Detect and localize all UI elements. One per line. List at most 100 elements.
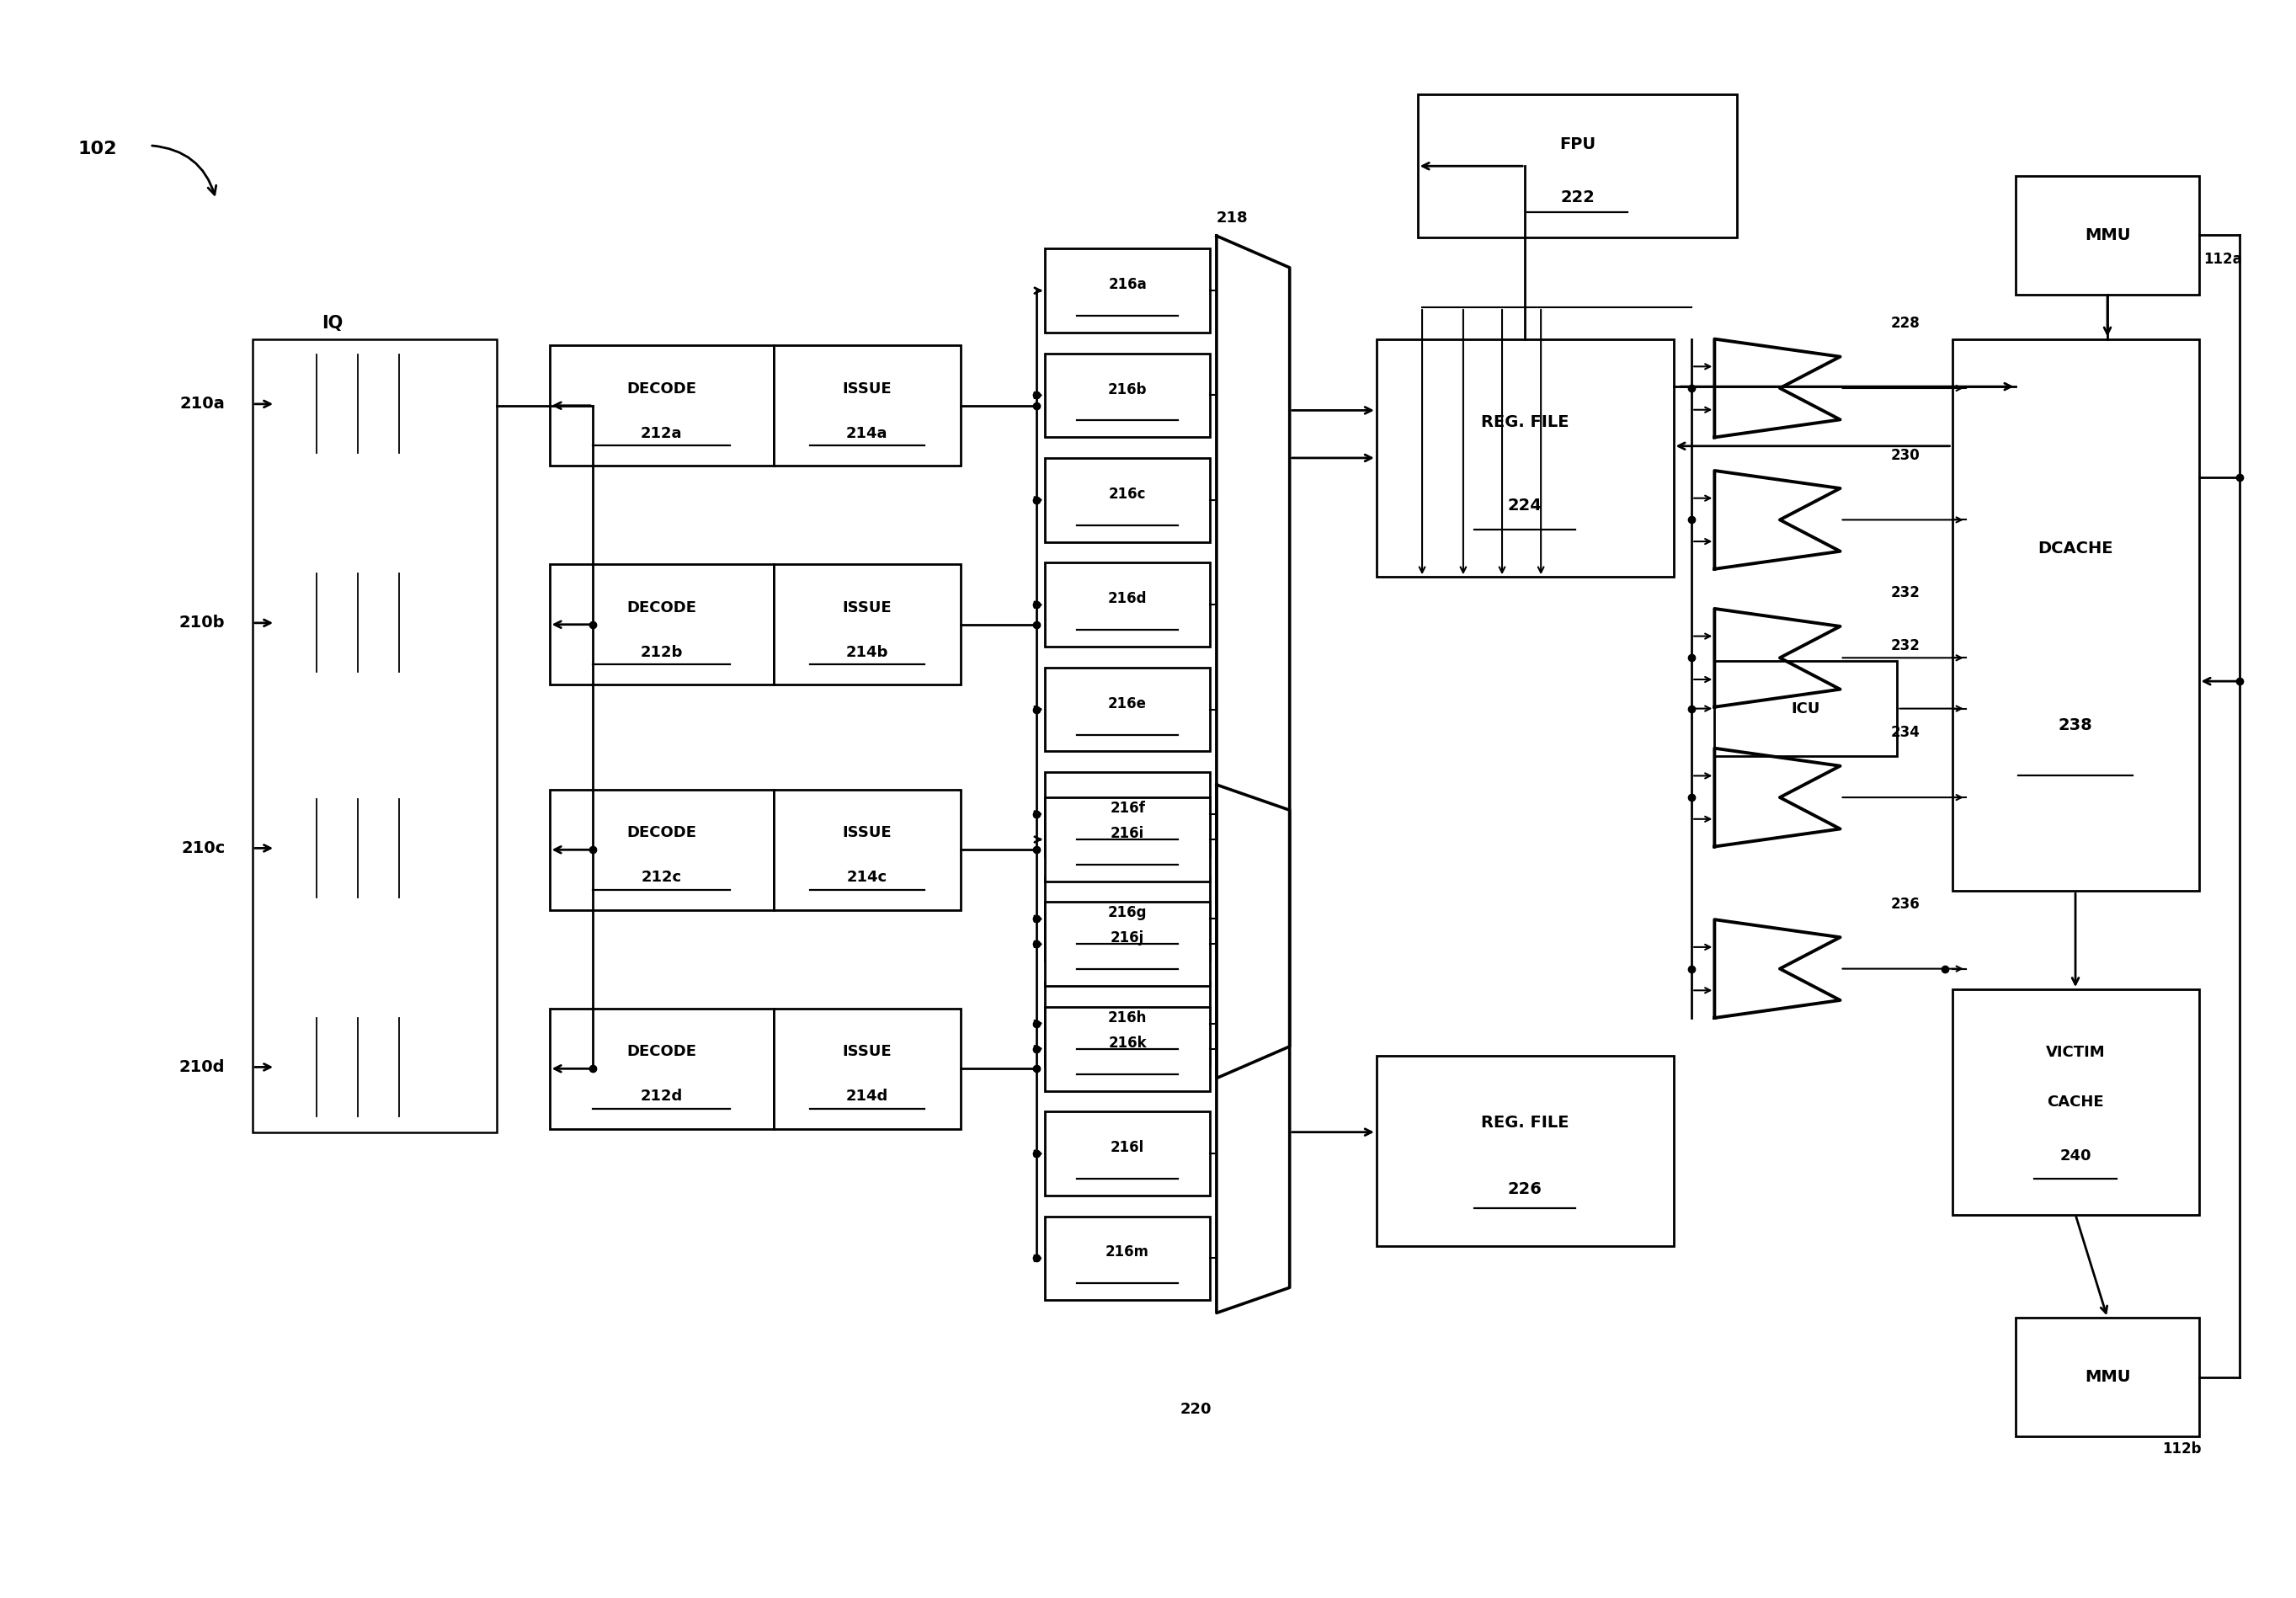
Text: 216l: 216l <box>1111 1139 1143 1155</box>
Bar <box>253 339 496 1131</box>
Text: 216g: 216g <box>1109 906 1148 920</box>
Text: 112a: 112a <box>2204 252 2241 267</box>
Bar <box>1045 249 1210 332</box>
Bar <box>1045 353 1210 438</box>
Text: 216b: 216b <box>1109 382 1148 396</box>
Text: 240: 240 <box>2060 1149 2092 1163</box>
Bar <box>1952 989 2200 1214</box>
Text: 218: 218 <box>1217 211 1249 225</box>
Text: MMU: MMU <box>2085 1369 2131 1385</box>
Text: 210d: 210d <box>179 1059 225 1075</box>
Bar <box>1045 668 1210 751</box>
Text: 238: 238 <box>2057 718 2092 733</box>
Text: 226: 226 <box>1508 1181 1543 1197</box>
Bar <box>2016 176 2200 294</box>
Bar <box>774 345 960 467</box>
Bar <box>1045 903 1210 986</box>
Text: 216a: 216a <box>1109 276 1146 292</box>
Polygon shape <box>1217 785 1290 1314</box>
Bar <box>1045 1112 1210 1195</box>
Text: 216m: 216m <box>1107 1245 1150 1259</box>
Bar <box>1045 1007 1210 1091</box>
Text: ISSUE: ISSUE <box>843 825 891 841</box>
Text: 216d: 216d <box>1109 591 1148 606</box>
Bar <box>1715 662 1896 756</box>
Text: REG. FILE: REG. FILE <box>1481 414 1568 430</box>
Text: 212a: 212a <box>641 425 682 441</box>
Text: 216c: 216c <box>1109 486 1146 502</box>
Text: 228: 228 <box>1890 316 1919 331</box>
Text: 214c: 214c <box>847 869 886 885</box>
Bar <box>1417 94 1738 238</box>
Bar <box>774 789 960 909</box>
Text: 210a: 210a <box>179 396 225 412</box>
Polygon shape <box>1715 339 1839 438</box>
Text: 232: 232 <box>1890 638 1919 654</box>
Text: REG. FILE: REG. FILE <box>1481 1115 1568 1131</box>
Bar <box>1045 797 1210 882</box>
Bar <box>1045 562 1210 647</box>
Text: 112b: 112b <box>2163 1441 2202 1457</box>
Text: 236: 236 <box>1890 896 1919 911</box>
Bar <box>1045 772 1210 857</box>
Text: 216i: 216i <box>1111 826 1143 841</box>
Text: ISSUE: ISSUE <box>843 1043 891 1059</box>
Text: 214d: 214d <box>845 1088 889 1104</box>
Text: 216j: 216j <box>1111 930 1143 946</box>
Text: 216e: 216e <box>1109 695 1146 711</box>
Polygon shape <box>1715 919 1839 1018</box>
Bar <box>2016 1318 2200 1437</box>
Polygon shape <box>1715 471 1839 569</box>
Text: VICTIM: VICTIM <box>2046 1045 2105 1059</box>
Bar <box>1375 339 1674 577</box>
Text: DECODE: DECODE <box>627 1043 696 1059</box>
Text: 214a: 214a <box>847 425 889 441</box>
Text: IQ: IQ <box>321 315 342 331</box>
Bar <box>1952 339 2200 892</box>
Text: DECODE: DECODE <box>627 382 696 396</box>
Text: 212b: 212b <box>641 644 682 660</box>
Bar <box>1045 459 1210 542</box>
Text: 212d: 212d <box>641 1088 682 1104</box>
Polygon shape <box>1715 748 1839 847</box>
Bar <box>774 1008 960 1128</box>
Text: 222: 222 <box>1561 190 1596 206</box>
Text: 216f: 216f <box>1109 801 1146 815</box>
Bar <box>1045 877 1210 960</box>
Text: ISSUE: ISSUE <box>843 382 891 396</box>
Bar <box>549 345 774 467</box>
Polygon shape <box>1217 237 1290 1079</box>
Bar <box>774 564 960 686</box>
Text: 232: 232 <box>1890 585 1919 601</box>
Text: DECODE: DECODE <box>627 601 696 615</box>
Text: MMU: MMU <box>2085 227 2131 243</box>
Bar <box>276 799 441 898</box>
Text: DECODE: DECODE <box>627 825 696 841</box>
Text: 224: 224 <box>1508 497 1543 513</box>
Bar <box>549 1008 774 1128</box>
Text: 216k: 216k <box>1109 1036 1146 1050</box>
Bar <box>276 574 441 673</box>
Bar <box>1375 1056 1674 1246</box>
Text: 210c: 210c <box>181 841 225 857</box>
Text: ICU: ICU <box>1791 702 1821 716</box>
Text: 220: 220 <box>1180 1401 1212 1417</box>
Text: 230: 230 <box>1890 447 1919 463</box>
Polygon shape <box>1715 609 1839 706</box>
Bar <box>276 355 441 454</box>
Bar <box>276 1018 441 1117</box>
Bar <box>1045 981 1210 1066</box>
Text: 216h: 216h <box>1109 1010 1148 1026</box>
Text: CACHE: CACHE <box>2048 1095 2103 1109</box>
Text: 102: 102 <box>78 141 117 157</box>
Text: 212c: 212c <box>641 869 682 885</box>
Bar <box>549 789 774 909</box>
Bar <box>1045 1216 1210 1301</box>
Text: DCACHE: DCACHE <box>2039 540 2112 556</box>
Text: FPU: FPU <box>1559 137 1596 153</box>
Text: 214b: 214b <box>845 644 889 660</box>
Text: ISSUE: ISSUE <box>843 601 891 615</box>
Text: 210b: 210b <box>179 615 225 631</box>
Text: 234: 234 <box>1890 725 1919 740</box>
Bar <box>549 564 774 686</box>
